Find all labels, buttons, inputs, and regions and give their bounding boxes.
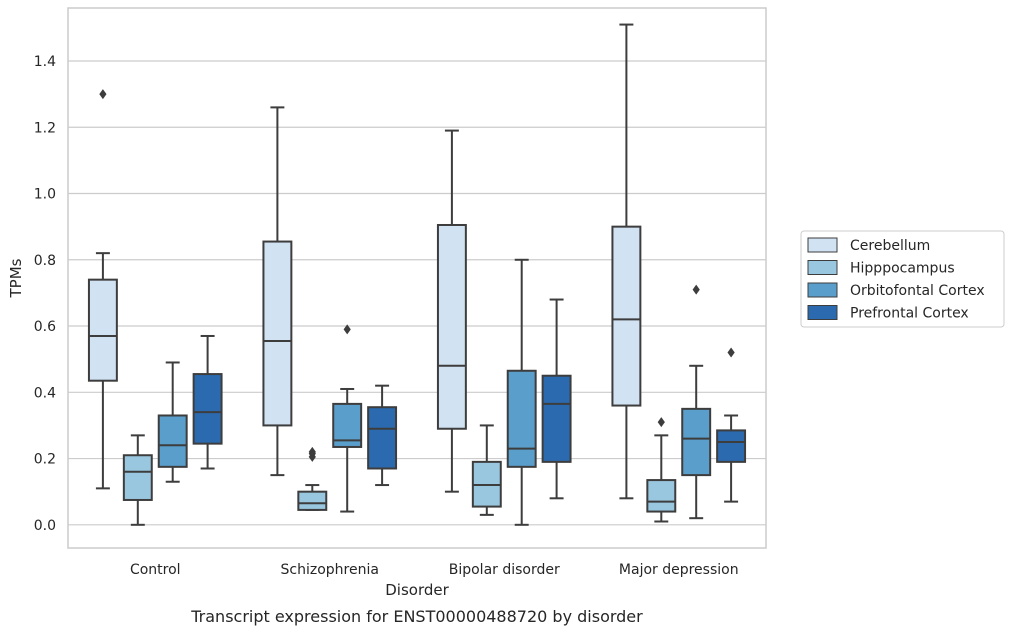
iqr-box: [157, 414, 188, 468]
iqr-box: [681, 407, 712, 477]
outlier-point: [657, 417, 665, 428]
iqr-box: [506, 369, 537, 468]
y-tick-label: 0.0: [34, 518, 56, 534]
legend-label: Hipppocampus: [850, 261, 955, 277]
box-orbitofontal-cortex: [681, 284, 712, 520]
outlier-point: [727, 347, 735, 358]
iqr-box: [436, 223, 467, 430]
x-tick-label: Schizophrenia: [281, 562, 379, 578]
iqr-box: [541, 374, 572, 463]
box-cerebellum: [611, 23, 642, 500]
legend-label: Orbitofontal Cortex: [850, 283, 985, 299]
y-tick-label: 0.2: [34, 452, 56, 468]
y-tick-labels: 0.0 0.2 0.4 0.6 0.8 1.0 1.2 1.4: [34, 54, 56, 534]
box-orbitofontal-cortex: [506, 258, 537, 526]
x-tick-label: Control: [130, 562, 181, 578]
box-cerebellum: [436, 129, 467, 493]
box-hipppocampus: [297, 446, 328, 511]
box-prefrontal-cortex: [367, 384, 398, 487]
outlier-point: [99, 89, 107, 100]
iqr-box: [646, 479, 677, 513]
box-series: [87, 23, 747, 526]
legend-swatch: [807, 237, 838, 253]
box-orbitofontal-cortex: [332, 324, 363, 513]
box-prefrontal-cortex: [716, 347, 747, 503]
box-hipppocampus: [122, 434, 153, 526]
legend-frame: [800, 230, 1005, 328]
iqr-box: [716, 429, 747, 463]
y-axis-title: TPMs: [7, 258, 25, 298]
x-axis-title: Disorder: [385, 581, 449, 599]
y-tick-label: 0.8: [34, 253, 56, 269]
iqr-box: [122, 454, 153, 501]
x-tick-label: Bipolar disorder: [449, 562, 560, 578]
box-cerebellum: [262, 106, 293, 477]
y-tick-label: 1.0: [34, 187, 56, 203]
box-prefrontal-cortex: [192, 334, 223, 470]
iqr-box: [87, 278, 118, 382]
chart-caption: Transcript expression for ENST0000048872…: [190, 607, 643, 626]
box-prefrontal-cortex: [541, 298, 572, 500]
iqr-box: [192, 373, 223, 445]
y-tick-label: 0.4: [34, 385, 56, 401]
box-orbitofontal-cortex: [157, 361, 188, 483]
iqr-box: [262, 240, 293, 427]
y-tick-label: 1.2: [34, 120, 56, 136]
box-cerebellum: [87, 89, 118, 490]
outlier-point: [308, 446, 316, 457]
outlier-point: [692, 284, 700, 295]
legend-swatch: [807, 305, 838, 320]
y-tick-label: 0.6: [34, 319, 56, 335]
legend-label: Cerebellum: [850, 238, 930, 254]
outlier-point: [343, 324, 351, 335]
box-hipppocampus: [646, 417, 677, 523]
legend-swatch: [807, 260, 838, 275]
y-tick-label: 1.4: [34, 54, 56, 70]
x-tick-label: Major depression: [619, 562, 739, 578]
x-tick-labels: Control Schizophrenia Bipolar disorder Majo…: [130, 562, 739, 578]
legend-label: Prefrontal Cortex: [850, 306, 969, 322]
legend-swatch: [807, 282, 838, 298]
box-hipppocampus: [471, 424, 502, 516]
plot-frame: [67, 7, 767, 549]
iqr-box: [611, 225, 642, 407]
iqr-box: [297, 490, 328, 511]
legend: Cerebellum Hipppocampus Orbitofontal Corte…: [800, 230, 1005, 328]
iqr-box: [367, 406, 398, 470]
